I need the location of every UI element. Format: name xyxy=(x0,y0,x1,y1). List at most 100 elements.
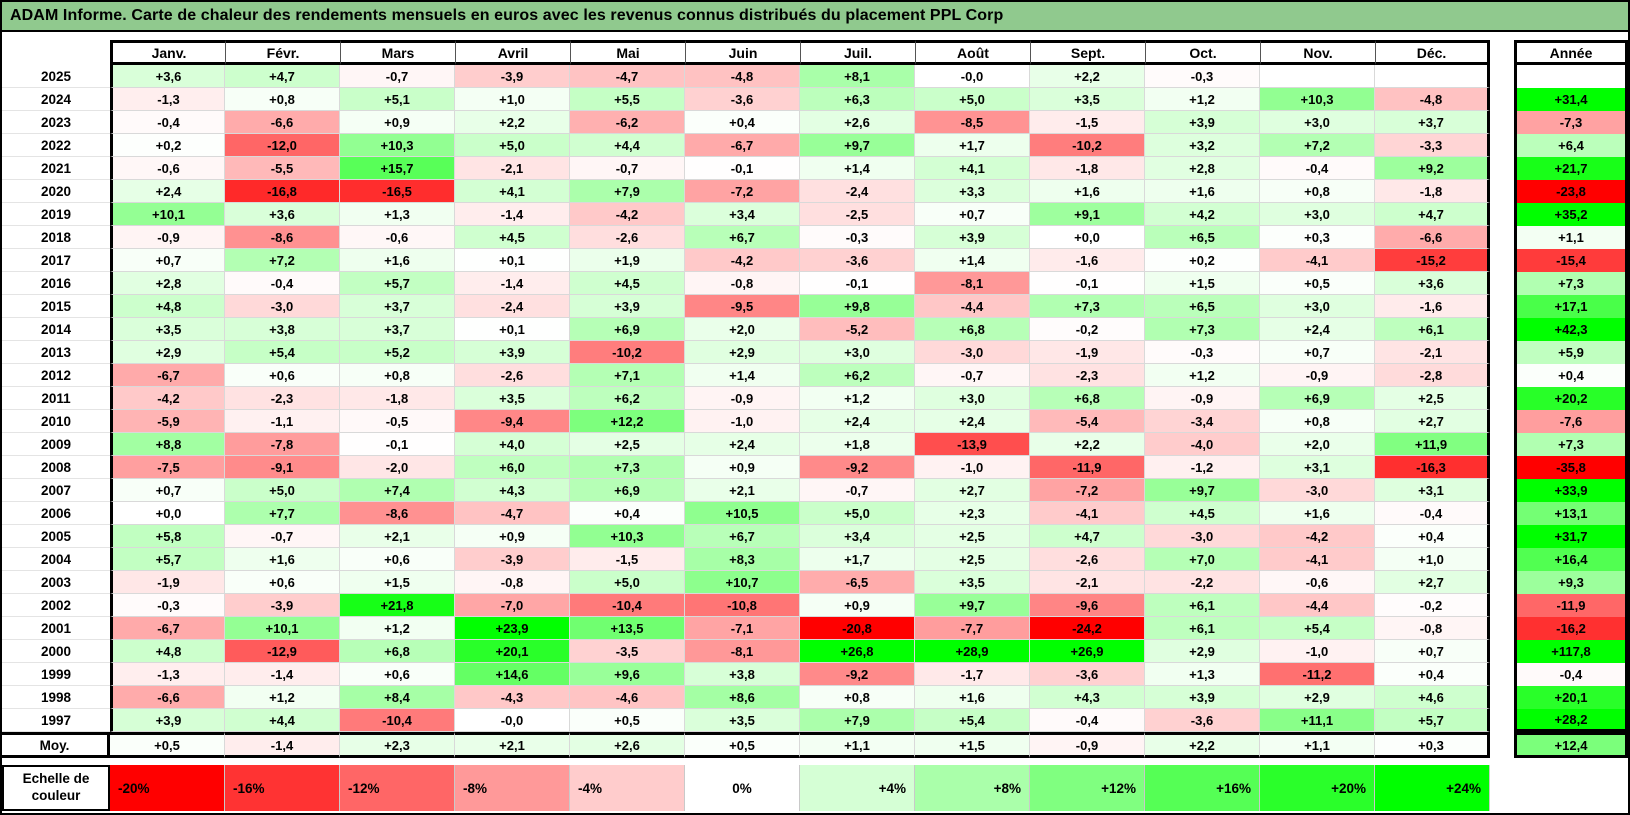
heatmap-cell: +1,8 xyxy=(800,433,915,456)
heatmap-cell: -9,5 xyxy=(685,295,800,318)
heatmap-cell: -0,6 xyxy=(340,226,455,249)
heatmap-cell: +3,6 xyxy=(1375,272,1490,295)
average-cell: +2,3 xyxy=(340,732,455,758)
heatmap-cell: +1,4 xyxy=(685,364,800,387)
column-gap xyxy=(1490,525,1514,548)
heatmap-cell: -12,0 xyxy=(225,134,340,157)
heatmap-cell: -0,4 xyxy=(225,272,340,295)
column-gap xyxy=(1490,341,1514,364)
heatmap-cell: -2,4 xyxy=(800,180,915,203)
heatmap-cell: -2,8 xyxy=(1375,364,1490,387)
heatmap-cell: +2,5 xyxy=(915,548,1030,571)
heatmap-cell: -2,1 xyxy=(455,157,570,180)
heatmap-cell: +1,2 xyxy=(800,387,915,410)
heatmap-cell: -1,0 xyxy=(1260,640,1375,663)
heatmap-cell: +3,7 xyxy=(340,295,455,318)
heatmap-cell: +3,4 xyxy=(685,203,800,226)
heatmap-cell: -10,4 xyxy=(340,709,455,732)
heatmap-cell: -0,7 xyxy=(800,479,915,502)
heatmap-cell: +5,4 xyxy=(1260,617,1375,640)
heatmap-cell: +1,5 xyxy=(340,571,455,594)
heatmap-cell: +3,7 xyxy=(1375,111,1490,134)
annual-cell: +21,7 xyxy=(1514,157,1628,180)
heatmap-cell: +3,8 xyxy=(225,318,340,341)
heatmap-cell: +6,7 xyxy=(685,226,800,249)
heatmap-cell: -10,8 xyxy=(685,594,800,617)
heatmap-cell: +4,4 xyxy=(225,709,340,732)
heatmap-cell: -0,7 xyxy=(570,157,685,180)
heatmap-cell: -3,0 xyxy=(915,341,1030,364)
heatmap-cell: +1,7 xyxy=(800,548,915,571)
year-label: 2015 xyxy=(2,295,110,318)
heatmap-cell: +10,3 xyxy=(570,525,685,548)
annual-cell: +7,3 xyxy=(1514,433,1628,456)
annual-cell: +28,2 xyxy=(1514,709,1628,732)
heatmap-cell: +0,4 xyxy=(1375,525,1490,548)
heatmap-cell: +3,1 xyxy=(1260,456,1375,479)
annual-cell: +16,4 xyxy=(1514,548,1628,571)
heatmap-cell: +4,3 xyxy=(455,479,570,502)
heatmap-cell: +5,0 xyxy=(915,88,1030,111)
heatmap-cell: +5,7 xyxy=(110,548,225,571)
heatmap-cell: -0,5 xyxy=(340,410,455,433)
annual-cell: +1,1 xyxy=(1514,226,1628,249)
heatmap-cell: +9,8 xyxy=(800,295,915,318)
heatmap-cell: -9,1 xyxy=(225,456,340,479)
heatmap-cell: +1,3 xyxy=(340,203,455,226)
heatmap-cell: -2,0 xyxy=(340,456,455,479)
year-label: 2025 xyxy=(2,65,110,88)
heatmap-cell: -4,0 xyxy=(1145,433,1260,456)
annual-cell: +0,4 xyxy=(1514,364,1628,387)
column-gap xyxy=(1490,433,1514,456)
heatmap-cell: +0,0 xyxy=(1030,226,1145,249)
heatmap-cell: -8,1 xyxy=(685,640,800,663)
column-gap xyxy=(1490,502,1514,525)
heatmap-cell: -0,6 xyxy=(110,157,225,180)
legend-swatch: -4% xyxy=(570,765,685,811)
annual-cell: +31,4 xyxy=(1514,88,1628,111)
heatmap-cell: +4,1 xyxy=(455,180,570,203)
heatmap-cell: +5,2 xyxy=(340,341,455,364)
heatmap-cell: -0,1 xyxy=(340,433,455,456)
year-label: 2019 xyxy=(2,203,110,226)
heatmap-cell: +0,7 xyxy=(1375,640,1490,663)
color-scale-label-line2: couleur xyxy=(31,788,81,803)
heatmap-cell: +2,5 xyxy=(915,525,1030,548)
heatmap-cell: -7,1 xyxy=(685,617,800,640)
heatmap-cell: -4,2 xyxy=(110,387,225,410)
heatmap-cell: +1,2 xyxy=(225,686,340,709)
heatmap-cell: +0,9 xyxy=(455,525,570,548)
legend-swatch: -16% xyxy=(225,765,340,811)
heatmap-cell: +1,6 xyxy=(915,686,1030,709)
heatmap-cell: +28,9 xyxy=(915,640,1030,663)
heatmap-cell: +4,3 xyxy=(1030,686,1145,709)
heatmap-cell: +3,0 xyxy=(800,341,915,364)
heatmap-cell: +6,2 xyxy=(800,364,915,387)
heatmap-cell: -3,6 xyxy=(685,88,800,111)
average-row-label: Moy. xyxy=(2,732,110,758)
heatmap-cell: +2,2 xyxy=(1030,65,1145,88)
heatmap-cell: -1,4 xyxy=(455,272,570,295)
heatmap-cell: +1,4 xyxy=(915,249,1030,272)
heatmap-cell: +5,0 xyxy=(455,134,570,157)
heatmap-table: Janv. Févr. Mars Avril Mai Juin Juil. Août Sept.… xyxy=(2,40,1628,758)
heatmap-cell: +7,9 xyxy=(800,709,915,732)
heatmap-cell: +10,5 xyxy=(685,502,800,525)
heatmap-cell: +8,1 xyxy=(800,65,915,88)
heatmap-cell: +3,5 xyxy=(455,387,570,410)
heatmap-cell: +3,0 xyxy=(1260,203,1375,226)
legend-swatch: +16% xyxy=(1145,765,1260,811)
heatmap-cell: +3,6 xyxy=(110,65,225,88)
year-label: 2009 xyxy=(2,433,110,456)
column-gap xyxy=(1490,157,1514,180)
average-cell: -0,9 xyxy=(1030,732,1145,758)
heatmap-cell: +0,8 xyxy=(1260,410,1375,433)
heatmap-cell: +0,1 xyxy=(455,249,570,272)
heatmap-cell: -6,7 xyxy=(685,134,800,157)
year-label: 2007 xyxy=(2,479,110,502)
heatmap-cell: -2,5 xyxy=(800,203,915,226)
heatmap-cell: +0,4 xyxy=(1375,663,1490,686)
annual-cell: +9,3 xyxy=(1514,571,1628,594)
heatmap-cell: -0,4 xyxy=(110,111,225,134)
heatmap-cell: -0,8 xyxy=(685,272,800,295)
